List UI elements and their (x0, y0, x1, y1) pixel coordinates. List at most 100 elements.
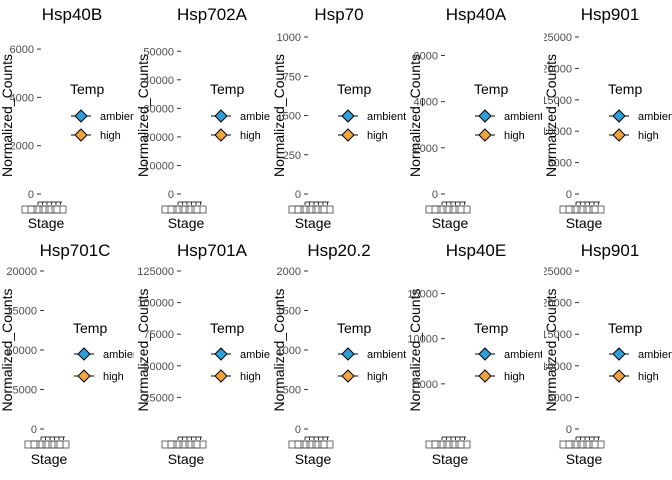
y-tick-label: 25000 (541, 32, 572, 44)
legend-key-diamond (77, 369, 91, 383)
y-tick-label: 10000 (541, 126, 572, 138)
legend-title: Temp (474, 81, 508, 97)
y-tick-label: 0 (28, 189, 34, 201)
facet-title: Hsp40E (446, 241, 506, 260)
y-tick-label: 0 (295, 424, 301, 436)
legend-key-diamond (214, 347, 228, 361)
facet-title: Hsp901 (581, 241, 640, 260)
legend-label-high: high (638, 371, 659, 383)
y-axis-label: Normalized_Counts (135, 54, 151, 177)
legend-key-diamond (612, 347, 626, 361)
y-tick-label: 75000 (143, 329, 174, 341)
y-tick-label: 15000 (407, 289, 438, 301)
legend-key-diamond (214, 128, 228, 142)
legend-title: Temp (210, 81, 244, 97)
legend-key-diamond (478, 109, 492, 123)
legend-label-ambient: ambient (103, 349, 142, 361)
y-tick-label: 10000 (143, 160, 174, 172)
y-tick-label: 5000 (548, 158, 572, 170)
facet-title: Hsp40A (446, 5, 507, 24)
y-tick-label: 500 (283, 385, 301, 397)
y-axis-label: Normalized_Counts (271, 289, 287, 412)
x-axis-label: Stage (566, 215, 603, 231)
legend-label-high: high (504, 130, 525, 142)
y-axis-label: Normalized_Counts (407, 289, 423, 412)
y-tick-label: 10000 (6, 345, 37, 357)
legend-label-ambient: ambient (638, 111, 672, 123)
y-tick-label: 0 (566, 424, 572, 436)
legend-key-diamond (478, 128, 492, 142)
x-tick-label-glyph (589, 440, 605, 449)
legend-label-ambient: ambient (240, 349, 279, 361)
facet-panel-2: Hsp702A Normalized_Counts 0 10000 20000 30000… (135, 5, 270, 231)
facet-title: Hsp40B (42, 5, 102, 24)
y-tick-label: 0 (566, 189, 572, 201)
legend-key-diamond (77, 347, 91, 361)
legend-label-high: high (100, 130, 121, 142)
legend-key-diamond (612, 109, 626, 123)
x-axis-label: Stage (295, 215, 332, 231)
legend-label-high: high (103, 371, 124, 383)
y-axis-label: Normalized_Counts (271, 54, 287, 177)
facet-title: Hsp701C (40, 241, 111, 260)
y-tick-label: 10000 (407, 334, 438, 346)
legend-label-ambient: ambient (367, 349, 406, 361)
legend-key-diamond (341, 369, 355, 383)
x-axis-label: Stage (432, 451, 469, 467)
y-tick-label: 500 (283, 111, 301, 123)
legend-label-high: high (367, 130, 388, 142)
legend-key-diamond (341, 109, 355, 123)
legend-key-diamond (612, 369, 626, 383)
y-tick-label: 25000 (541, 266, 572, 278)
y-tick-label: 2000 (277, 266, 301, 278)
x-tick-label-glyph (54, 440, 70, 449)
y-axis-label: Normalized_Counts (0, 289, 15, 412)
y-tick-label: 50000 (143, 361, 174, 373)
y-tick-label: 50000 (143, 46, 174, 58)
legend-title: Temp (608, 81, 642, 97)
legend-label-high: high (240, 130, 261, 142)
y-tick-label: 40000 (143, 75, 174, 87)
legend-label-ambient: ambient (504, 111, 543, 123)
x-axis-label: Stage (432, 215, 469, 231)
x-tick-label-glyph (51, 205, 67, 214)
y-tick-label: 100000 (137, 298, 174, 310)
y-tick-label: 15000 (541, 95, 572, 107)
legend-label-high: high (367, 371, 388, 383)
x-tick-label-glyph (191, 205, 207, 214)
y-tick-label: 6000 (10, 44, 34, 56)
legend-key-diamond (74, 109, 88, 123)
facet-panel-5: Hsp901 Normalized_Counts 0 5000 10000 15000 20… (541, 5, 672, 231)
y-axis-label: Normalized_Counts (543, 289, 559, 412)
x-tick-label-glyph (318, 440, 334, 449)
legend-key-diamond (478, 369, 492, 383)
x-axis-label: Stage (168, 451, 205, 467)
y-tick-label: 2000 (414, 143, 438, 155)
y-axis-label: Normalized_Counts (0, 54, 15, 177)
x-axis-label: Stage (31, 451, 68, 467)
y-tick-label: 20000 (541, 298, 572, 310)
y-tick-label: 750 (283, 71, 301, 83)
y-tick-label: 20000 (6, 266, 37, 278)
facet-title: Hsp701A (177, 241, 248, 260)
legend-label-high: high (240, 371, 261, 383)
x-axis-label: Stage (168, 215, 205, 231)
x-axis-label: Stage (566, 451, 603, 467)
y-tick-label: 20000 (143, 132, 174, 144)
y-tick-label: 15000 (6, 306, 37, 318)
y-tick-label: 125000 (137, 266, 174, 278)
legend-label-ambient: ambient (367, 111, 406, 123)
y-tick-label: 250 (283, 150, 301, 162)
legend-title: Temp (474, 320, 508, 336)
y-tick-label: 1500 (277, 306, 301, 318)
legend-key-diamond (74, 128, 88, 142)
facet-title: Hsp70 (314, 5, 363, 24)
facet-panel-1: Hsp40B Normalized_Counts 0 2000 4000 6000 Stag… (0, 5, 134, 231)
legend-title: Temp (608, 320, 642, 336)
legend-label-high: high (504, 371, 525, 383)
legend-key-diamond (612, 128, 626, 142)
y-tick-label: 4000 (10, 92, 34, 104)
